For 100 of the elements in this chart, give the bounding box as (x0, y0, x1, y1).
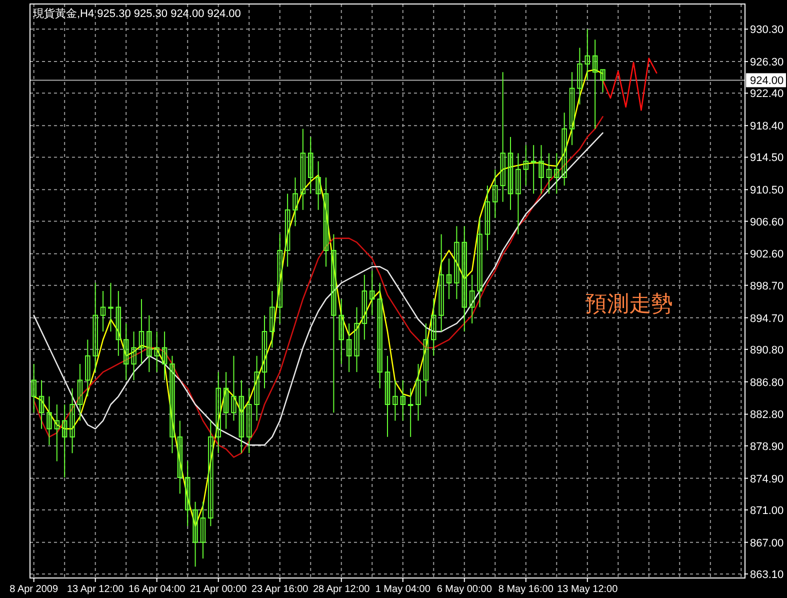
candlestick (162, 331, 168, 381)
y-tick-label: 902.60 (750, 248, 784, 261)
candlestick (377, 282, 382, 389)
x-tick-label: 28 Apr 12:00 (313, 584, 370, 595)
x-tick-label: 13 May 12:00 (557, 584, 618, 595)
candlestick (123, 322, 129, 381)
candlestick (254, 355, 260, 422)
y-tick-label: 926.30 (750, 56, 784, 69)
candlestick (562, 112, 567, 186)
candlestick (408, 388, 414, 438)
x-tick-label: 23 Apr 16:00 (252, 584, 309, 595)
candlestick (308, 136, 314, 194)
y-tick-label: 898.70 (750, 280, 784, 292)
candlestick (238, 380, 244, 454)
candlestick (284, 193, 290, 268)
candlestick (116, 290, 122, 356)
candlestick (38, 380, 44, 430)
x-tick-label: 8 May 16:00 (498, 584, 554, 595)
ref-line-label: 924.00 (750, 75, 784, 88)
candlestick (538, 144, 544, 194)
y-tick-label: 930.30 (750, 24, 784, 36)
y-tick-label: 863.10 (750, 568, 784, 581)
candlestick (170, 355, 175, 454)
candlestick (469, 274, 475, 324)
y-tick-label: 894.70 (750, 312, 784, 325)
candlestick (500, 72, 506, 202)
candlestick (62, 404, 68, 478)
candlestick (584, 28, 590, 81)
candlestick (346, 322, 352, 373)
y-tick-label: 882.80 (750, 409, 784, 422)
candlestick (92, 282, 98, 373)
y-tick-label: 914.50 (750, 152, 784, 164)
candlestick (292, 176, 298, 227)
candlestick (177, 420, 183, 494)
candlestick (416, 363, 421, 422)
candlestick (262, 314, 268, 389)
candlestick (338, 298, 344, 364)
candlestick (146, 314, 152, 373)
candlestick (108, 282, 114, 332)
candlestick (85, 339, 90, 397)
annotation: 預測走勢 (585, 292, 673, 317)
candlestick (492, 168, 498, 219)
y-tick-label: 874.90 (750, 473, 784, 486)
x-tick-label: 8 Apr 2009 (10, 584, 58, 595)
candlestick (592, 39, 598, 130)
candlestick (508, 136, 514, 210)
candlestick (354, 306, 360, 373)
candlestick (216, 372, 221, 454)
candlestick (138, 298, 144, 364)
candlestick (569, 72, 575, 146)
chart-title: 現貨黃金,H4 925.30 925.30 924.00 924.00 (33, 7, 241, 20)
candlestick (484, 185, 490, 251)
candlestick (192, 501, 198, 568)
candlestick (392, 380, 398, 422)
candlestick (331, 234, 336, 414)
candlestick (100, 290, 106, 332)
candlestick (270, 290, 275, 348)
candlestick (31, 363, 36, 414)
candlestick (523, 144, 528, 186)
candlestick (530, 144, 536, 194)
candlestick (370, 270, 375, 316)
x-tick-label: 13 Apr 12:00 (66, 584, 124, 595)
y-tick-label: 918.40 (750, 120, 784, 133)
candlestick (423, 322, 429, 397)
candlestick (600, 69, 606, 93)
candlestick (77, 363, 83, 422)
candlestick (438, 234, 444, 332)
x-tick-label: 21 Apr 00:00 (190, 584, 248, 595)
candlestick (208, 420, 214, 527)
candlestick (200, 501, 206, 560)
x-tick-label: 16 Apr 04:00 (128, 584, 186, 595)
candlestick (46, 396, 52, 446)
candlestick (223, 372, 229, 430)
candlestick (400, 380, 406, 422)
candlestick (277, 234, 282, 324)
candlestick (323, 176, 329, 268)
y-tick-label: 910.50 (750, 184, 784, 197)
candlestick (231, 355, 236, 422)
candlestick (546, 152, 552, 194)
candlestick (554, 152, 560, 194)
candlestick (431, 298, 436, 356)
y-tick-label: 878.90 (750, 440, 784, 453)
candlestick (384, 355, 390, 438)
candlestick (70, 388, 75, 454)
candlestick (300, 128, 306, 210)
candlestick (446, 258, 452, 300)
x-tick-label: 6 May 00:00 (436, 584, 492, 595)
y-tick-label: 867.00 (750, 537, 784, 550)
candlestick (316, 160, 321, 210)
candlestick (246, 388, 252, 454)
candlestick (454, 226, 460, 300)
y-tick-label: 886.80 (750, 376, 784, 389)
candlestick (54, 404, 60, 462)
candlestick (516, 152, 521, 235)
y-tick-label: 922.40 (750, 88, 784, 100)
y-tick-label: 871.00 (750, 504, 784, 517)
x-tick-label: 1 May 04:00 (375, 584, 431, 595)
candlestick (577, 47, 582, 106)
candlestick (462, 226, 467, 332)
candlestick (184, 460, 190, 527)
